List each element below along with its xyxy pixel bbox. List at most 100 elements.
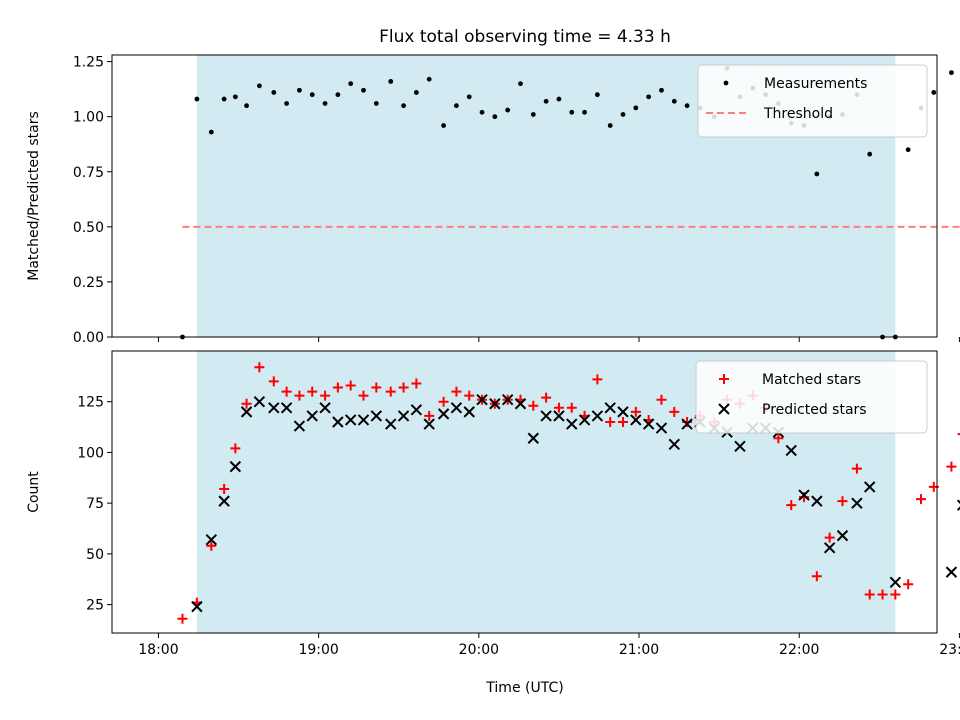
- data-point: [410, 404, 423, 416]
- data-point: [566, 402, 577, 413]
- data-point: [915, 494, 926, 505]
- x-tick-label: 20:00: [459, 642, 499, 658]
- data-point: [505, 107, 511, 113]
- data-point: [527, 432, 540, 444]
- data-point: [877, 589, 888, 600]
- x-axis-label: Time (UTC): [485, 680, 563, 696]
- data-point: [385, 418, 397, 430]
- data-point: [656, 394, 667, 405]
- data-point: [370, 410, 383, 422]
- data-point: [492, 114, 498, 120]
- y-tick-label: 1.25: [73, 55, 104, 71]
- data-point: [191, 600, 203, 613]
- data-point: [437, 408, 450, 420]
- data-point: [514, 398, 527, 410]
- data-point: [889, 576, 902, 588]
- data-point: [335, 92, 341, 98]
- data-point: [620, 112, 626, 117]
- data-point: [423, 418, 435, 430]
- data-point: [903, 579, 914, 590]
- data-point: [371, 382, 382, 393]
- data-point: [229, 460, 242, 473]
- top-panel: 0.00 0.25 0.50 0.75 1.00 1.25 Matched/Predicte…: [26, 54, 960, 346]
- data-point: [373, 101, 379, 106]
- data-point: [268, 376, 279, 387]
- data-point: [320, 390, 331, 401]
- data-point: [773, 433, 784, 444]
- data-point: [232, 94, 238, 100]
- data-point: [798, 489, 810, 501]
- data-point: [464, 390, 475, 401]
- data-point: [397, 410, 410, 422]
- legend-box: [697, 64, 928, 138]
- legend: Matched stars Predicted stars: [695, 360, 928, 434]
- data-point: [578, 414, 591, 426]
- data-point: [388, 79, 394, 84]
- data-point: [177, 613, 188, 624]
- axes-frame: [111, 54, 938, 338]
- data-point: [824, 532, 835, 543]
- data-point: [345, 380, 356, 391]
- data-point: [569, 109, 575, 115]
- data-point: [441, 123, 447, 128]
- data-point: [466, 94, 472, 100]
- x-tick-label: 22:00: [779, 642, 819, 658]
- data-point: [253, 396, 266, 408]
- data-point: [454, 103, 459, 109]
- data-point: [668, 438, 680, 451]
- x-tick-label: 23:00: [939, 642, 960, 658]
- legend: Measurements Threshold: [697, 64, 928, 138]
- legend-marker: [718, 403, 730, 415]
- data-point: [591, 410, 604, 422]
- data-point: [646, 94, 652, 100]
- data-point: [617, 406, 629, 418]
- data-point: [361, 87, 366, 93]
- data-point: [398, 382, 409, 393]
- x-tick-label: 19:00: [298, 642, 338, 658]
- data-point: [424, 410, 435, 421]
- data-point: [543, 98, 549, 104]
- data-point: [630, 414, 642, 426]
- data-point: [681, 418, 693, 430]
- data-point: [823, 542, 836, 554]
- data-point: [281, 386, 292, 397]
- data-point: [309, 92, 315, 98]
- y-tick-label: 50: [86, 547, 104, 563]
- y-axis-label: Matched/Predicted stars: [26, 111, 42, 281]
- legend-marker: [719, 374, 729, 384]
- data-point: [541, 392, 552, 403]
- y-tick-label: 0.75: [73, 165, 104, 181]
- data-point: [294, 390, 305, 401]
- data-point: [642, 418, 655, 430]
- y-tick-label: 25: [86, 598, 104, 614]
- data-point: [851, 497, 863, 509]
- data-point: [244, 103, 249, 109]
- data-point: [836, 529, 849, 542]
- data-point: [669, 406, 680, 417]
- legend-marker: [723, 80, 729, 86]
- data-point: [322, 101, 328, 106]
- y-tick-label: 0.00: [73, 330, 104, 346]
- data-point: [540, 410, 552, 422]
- data-point: [357, 414, 370, 426]
- data-point: [297, 87, 302, 93]
- data-point: [208, 129, 214, 135]
- data-point: [618, 417, 629, 428]
- data-point: [553, 410, 565, 422]
- data-point: [553, 402, 564, 413]
- y-tick-label: 0.25: [73, 275, 104, 291]
- data-point: [594, 92, 600, 98]
- data-point: [489, 398, 501, 410]
- legend-label: Matched stars: [762, 372, 861, 388]
- data-point: [463, 406, 475, 418]
- data-point: [219, 483, 230, 494]
- y-tick-label: 100: [77, 445, 104, 461]
- data-point: [307, 386, 318, 397]
- data-point: [479, 109, 485, 115]
- data-point: [605, 417, 616, 428]
- x-tick-label: 21:00: [619, 642, 659, 658]
- data-point: [348, 81, 354, 87]
- data-point: [592, 374, 603, 385]
- data-point: [905, 147, 911, 153]
